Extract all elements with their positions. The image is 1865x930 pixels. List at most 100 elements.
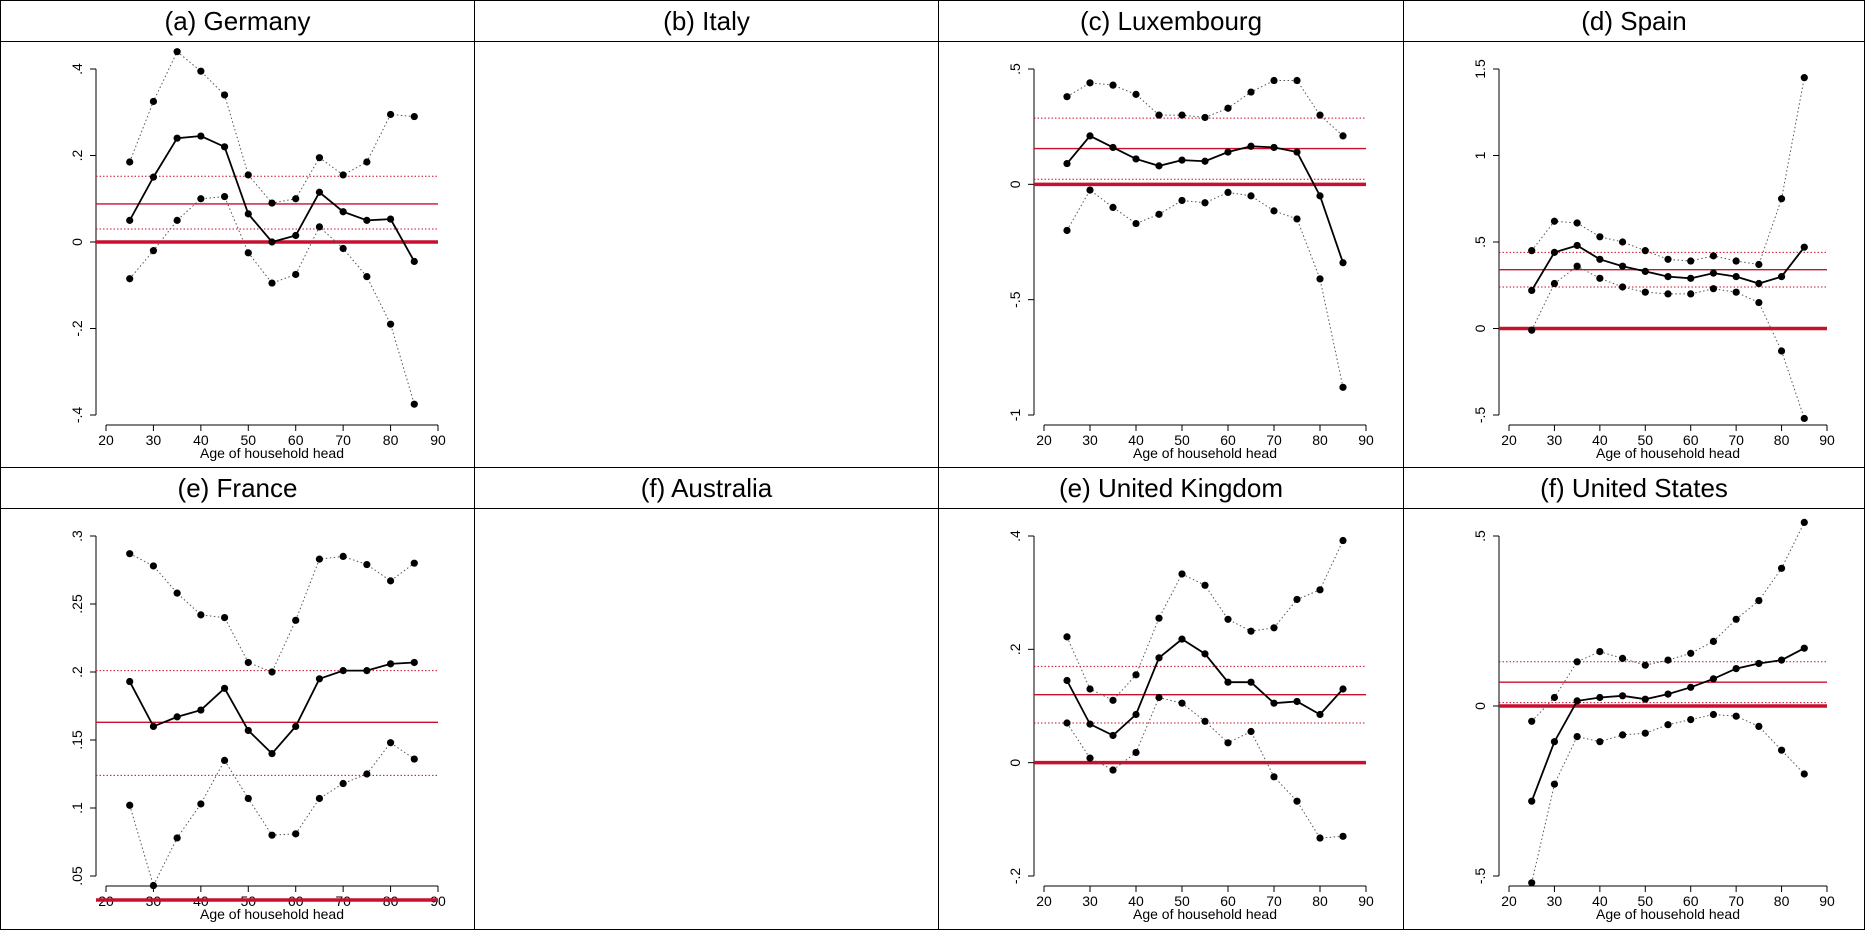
data-point-estimate [1596,693,1604,702]
data-point-lower [1270,207,1278,215]
chart-plot: -.5 0 .5 20 30 40 50 60 70 80 90 Age of household h… [1472,518,1835,922]
data-point-estimate [1573,697,1581,705]
series-line-lower [1066,189,1344,388]
data-point-estimate [173,713,181,721]
data-point-upper [1528,247,1536,255]
chart-title: (c) Luxembourg [939,1,1403,42]
chart-panel-7: (e) United Kingdom -.2 0 .2 .4 20 30 40 50 60 70 80… [939,468,1404,930]
data-point-lower [1109,203,1117,211]
data-point-estimate [220,684,229,692]
x-axis-label: Age of household head [1133,906,1277,922]
data-point-upper [149,97,158,106]
chart-title: (a) Germany [1,1,474,42]
series-line-lower [129,196,415,405]
data-point-lower [1550,279,1559,288]
x-tick-label: 90 [1358,893,1374,909]
data-point-upper [339,171,347,179]
data-point-estimate [197,132,205,140]
data-point-upper [1178,111,1186,119]
data-point-estimate [244,726,252,735]
data-point-estimate [1709,675,1718,683]
chart-plot: -1 -.5 0 .5 20 30 40 50 60 70 80 90 Age of household… [1007,63,1374,461]
data-point-lower [173,216,181,224]
data-point-upper [1618,238,1627,246]
data-point-lower [386,739,395,747]
data-point-estimate [1755,279,1763,288]
data-point-lower [1063,719,1071,727]
data-point-lower [1270,773,1278,781]
data-point-lower [1109,766,1117,774]
data-point-lower [197,800,205,808]
chart-title: (d) Spain [1404,1,1864,42]
data-point-estimate [149,173,158,181]
data-point-upper [1201,581,1209,589]
data-point-estimate [197,706,205,714]
data-point-lower [1800,770,1808,778]
data-point-lower [268,831,276,839]
x-tick-label: 20 [1036,432,1052,448]
data-point-estimate [1316,710,1324,719]
data-point-estimate [1550,248,1559,256]
data-point-upper [173,589,181,597]
y-tick-label: .25 [69,594,85,614]
series-line-upper [129,50,415,204]
x-tick-label: 20 [1501,893,1517,909]
data-point-upper [244,171,252,179]
data-point-upper [1709,252,1718,260]
data-point-lower [220,756,229,764]
data-point-upper [1755,260,1763,269]
data-point-upper [197,611,205,619]
y-tick-label: .15 [69,730,85,750]
data-point-estimate [1086,720,1094,728]
data-point-lower [1132,748,1140,757]
x-tick-label: 90 [1819,893,1835,909]
data-point-upper [1339,536,1347,545]
data-point-estimate [1777,656,1786,664]
x-tick-label: 20 [1501,432,1517,448]
data-point-estimate [1293,148,1301,156]
data-point-lower [339,244,347,253]
data-point-upper [315,154,324,162]
data-point-upper [339,552,347,560]
data-point-upper [1155,111,1163,119]
data-point-lower [1573,733,1581,741]
data-point-upper [1596,648,1604,656]
x-tick-label: 30 [1547,893,1563,909]
x-tick-label: 90 [430,432,446,448]
data-point-lower [1247,727,1255,736]
data-point-estimate [315,188,324,196]
series-line-lower [1531,713,1805,883]
data-point-estimate [1641,695,1649,703]
data-point-estimate [292,231,300,240]
data-point-lower [1086,754,1094,762]
x-tick-label: 60 [1220,432,1236,448]
y-tick-label: .5 [1472,236,1488,248]
data-point-lower [126,801,134,809]
data-point-estimate [1339,259,1347,267]
x-tick-label: 30 [1082,893,1098,909]
data-point-estimate [1270,143,1278,152]
data-point-estimate [410,658,418,667]
x-tick-label: 90 [1819,432,1835,448]
x-tick-label: 40 [1128,893,1144,909]
data-point-estimate [1247,142,1255,150]
data-point-lower [1732,288,1740,296]
data-point-estimate [1687,274,1695,282]
y-tick-label: 0 [1472,324,1488,332]
data-point-lower [1086,186,1094,194]
x-tick-label: 50 [240,432,256,448]
data-point-lower [1132,219,1140,228]
data-point-estimate [126,677,134,686]
data-point-estimate [1063,676,1071,685]
data-point-lower [1596,274,1604,282]
data-point-lower [1293,215,1301,223]
data-point-estimate [1573,241,1581,250]
data-point-upper [220,614,229,622]
data-point-estimate [1224,148,1232,156]
data-point-estimate [410,257,418,266]
data-point-upper [1709,637,1718,645]
data-point-upper [1132,90,1140,98]
data-point-lower [1641,729,1649,737]
x-tick-label: 70 [1266,432,1282,448]
